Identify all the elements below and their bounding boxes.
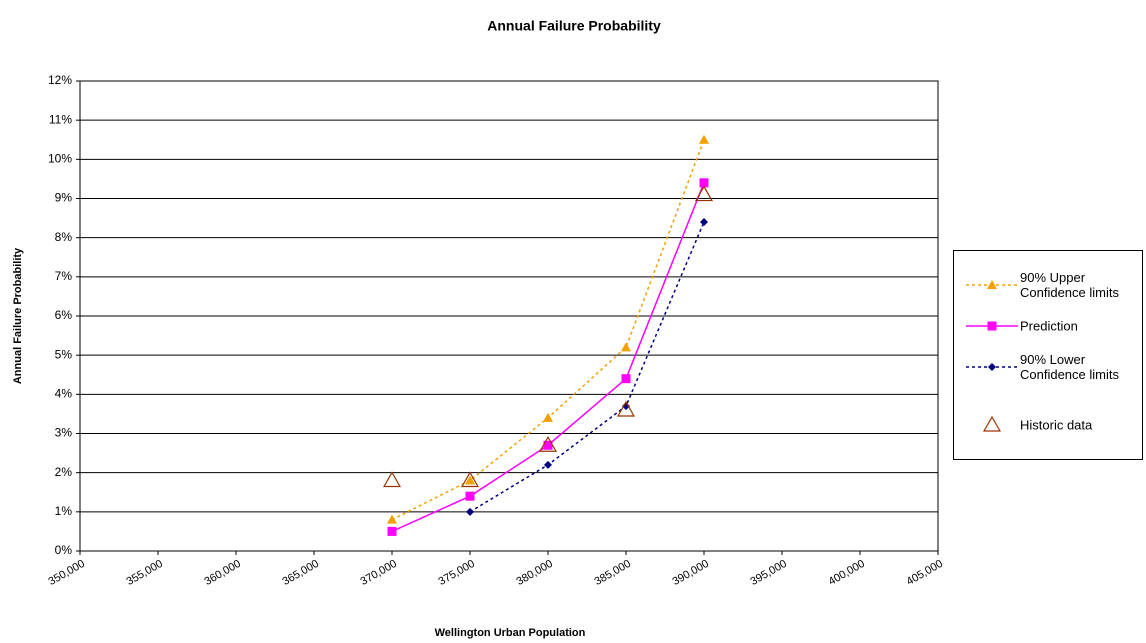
- legend-label: Historic data: [1020, 417, 1093, 433]
- marker: [700, 218, 708, 226]
- x-tick-label: 370,000: [359, 558, 399, 588]
- x-axis-label: Wellington Urban Population: [435, 627, 586, 639]
- x-tick-label: 390,000: [671, 558, 711, 588]
- plot-frame: [79, 80, 939, 552]
- y-axis-label: Annual Failure Probability: [12, 247, 24, 384]
- legend-item: Prediction: [954, 306, 1144, 346]
- legend-icon: [966, 363, 1018, 371]
- series-line: [469, 221, 705, 513]
- chart-title: Annual Failure Probability: [487, 18, 661, 34]
- y-tick-label: 6%: [55, 308, 73, 322]
- x-tick-label: 355,000: [125, 558, 165, 588]
- marker: [699, 178, 709, 188]
- legend-item: Historic data: [954, 405, 1144, 445]
- marker: [538, 436, 558, 452]
- marker: [621, 342, 631, 352]
- y-tick-label: 11%: [49, 112, 72, 126]
- marker: [982, 415, 1002, 432]
- marker: [988, 363, 996, 371]
- marker: [987, 321, 997, 331]
- y-tick-label: 2%: [55, 465, 73, 479]
- marker: [387, 514, 397, 524]
- marker: [544, 460, 552, 469]
- marker: [387, 526, 397, 536]
- legend-icon: [966, 280, 1018, 289]
- legend-item: 90% Upper Confidence limits: [954, 265, 1144, 305]
- y-tick-label: 4%: [55, 387, 73, 401]
- y-tick-label: 3%: [55, 426, 73, 440]
- x-tick-label: 385,000: [593, 558, 633, 588]
- x-tick-label: 380,000: [515, 558, 555, 588]
- y-tick-label: 1%: [55, 504, 73, 518]
- marker: [699, 134, 709, 144]
- x-tick-label: 350,000: [47, 558, 87, 588]
- x-tick-label: 360,000: [203, 558, 243, 588]
- marker: [466, 507, 474, 516]
- series-line: [391, 182, 705, 533]
- x-tick-label: 365,000: [281, 558, 321, 588]
- marker: [987, 280, 997, 289]
- legend-label: 90% Lower Confidence limits: [1020, 352, 1119, 382]
- marker: [694, 185, 714, 202]
- legend: 90% Upper Confidence limits Prediction 90%…: [953, 250, 1143, 460]
- legend-label: 90% Upper Confidence limits: [1020, 270, 1119, 300]
- marker: [616, 400, 636, 417]
- y-tick-label: 0%: [55, 543, 73, 557]
- legend-icon: [982, 415, 1002, 432]
- x-tick-label: 405,000: [905, 558, 945, 588]
- marker: [465, 491, 475, 501]
- marker: [543, 440, 553, 450]
- marker: [621, 374, 631, 384]
- y-tick-label: 5%: [55, 347, 73, 361]
- x-tick-label: 400,000: [827, 558, 867, 588]
- legend-label: Prediction: [1020, 318, 1078, 334]
- y-tick-label: 9%: [55, 191, 73, 205]
- legend-icon: [966, 321, 1018, 331]
- marker: [460, 471, 480, 488]
- marker: [382, 471, 402, 488]
- legend-item: 90% Lower Confidence limits: [954, 347, 1144, 387]
- marker: [465, 475, 475, 485]
- y-tick-label: 7%: [55, 269, 73, 283]
- marker: [543, 412, 553, 422]
- y-tick-label: 12%: [48, 73, 72, 87]
- y-tick-label: 8%: [55, 230, 73, 244]
- x-tick-label: 375,000: [437, 558, 477, 588]
- x-tick-label: 395,000: [749, 558, 789, 588]
- marker: [622, 402, 630, 411]
- y-tick-label: 10%: [48, 152, 72, 166]
